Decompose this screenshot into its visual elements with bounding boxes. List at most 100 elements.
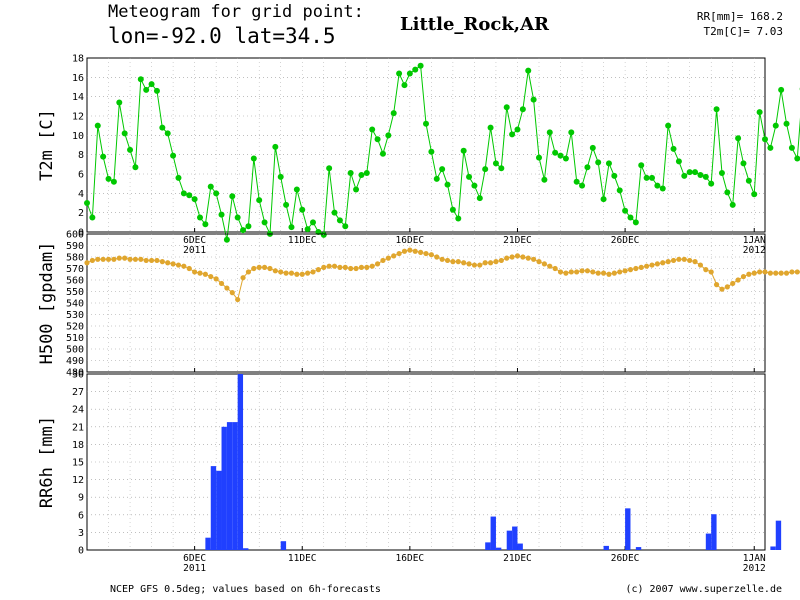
t2m-data-point <box>519 106 526 113</box>
t2m-data-point <box>718 170 725 177</box>
t2m-ytick-label: 2 <box>78 208 84 219</box>
t2m-data-point <box>638 162 645 169</box>
t2m-data-point <box>546 129 553 136</box>
h500-data-point <box>380 257 386 264</box>
xtick-label: 26DEC <box>611 235 640 246</box>
xtick-label: 11DEC <box>288 553 317 564</box>
rr6h-ytick-label: 0 <box>78 546 84 557</box>
rr6h-bar <box>770 546 776 550</box>
xtick-label: 26DEC <box>611 553 640 564</box>
t2m-data-point <box>735 135 742 142</box>
h500-ytick-label: 490 <box>66 356 84 367</box>
t2m-ytick-label: 0 <box>78 228 84 239</box>
t2m-data-point <box>622 207 629 214</box>
h500-data-point <box>229 290 235 296</box>
h500-data-point <box>644 263 650 269</box>
t2m-ytick-label: 8 <box>78 150 84 161</box>
h500-data-point <box>213 276 219 282</box>
t2m-data-point <box>293 186 300 193</box>
h500-data-point <box>181 263 187 269</box>
h500-data-point <box>703 267 709 273</box>
h500-ytick-label: 600 <box>66 230 84 241</box>
t2m-data-point <box>611 172 618 179</box>
t2m-data-point <box>762 136 768 143</box>
t2m-data-point <box>514 126 521 133</box>
h500-data-point <box>111 256 117 262</box>
t2m-data-point <box>379 150 386 157</box>
h500-data-point <box>165 260 171 266</box>
t2m-data-point <box>503 104 510 111</box>
t2m-data-point <box>428 148 435 155</box>
h500-data-point <box>240 275 246 281</box>
h500-data-point <box>288 270 295 276</box>
t2m-data-point <box>654 182 661 189</box>
rr6h-ytick-label: 9 <box>78 493 84 504</box>
rr6h-bar <box>506 530 513 550</box>
h500-ylabel: H500 [gpdam] <box>37 242 57 365</box>
h500-data-point <box>477 262 483 268</box>
t2m-data-point <box>153 87 160 94</box>
xtick-year-label: 2011 <box>183 245 206 256</box>
h500-data-point <box>283 270 289 276</box>
h500-data-point <box>746 271 752 277</box>
t2m-data-point <box>89 214 96 221</box>
h500-data-point <box>525 255 531 261</box>
h500-data-point <box>278 269 284 275</box>
h500-data-point <box>536 259 542 265</box>
h500-data-point <box>740 273 747 280</box>
h500-data-point <box>590 269 596 275</box>
t2m-data-point <box>353 186 360 193</box>
t2m-data-point <box>116 99 123 106</box>
t2m-data-point <box>234 214 241 221</box>
rr6h-ytick-label: 3 <box>78 528 84 539</box>
t2m-data-point <box>288 224 295 231</box>
t2m-data-point <box>245 223 252 230</box>
h500-ytick-label: 520 <box>66 322 84 333</box>
t2m-data-point <box>250 155 257 162</box>
title-line-1: Meteogram for grid point: <box>108 2 364 22</box>
rr6h-bar <box>226 422 233 550</box>
xtick-label: 21DEC <box>503 553 532 564</box>
t2m-data-point <box>202 221 209 228</box>
t2m-data-point <box>164 130 171 137</box>
t2m-data-point <box>466 173 473 180</box>
h500-data-point <box>412 248 418 254</box>
h500-data-point <box>633 265 639 272</box>
h500-data-point <box>326 263 332 269</box>
t2m-data-point <box>132 164 139 171</box>
xtick-label: 6DEC <box>183 235 206 246</box>
t2m-data-point <box>444 181 451 188</box>
t2m-data-point <box>745 177 752 184</box>
t2m-data-point <box>363 170 370 177</box>
h500-data-point <box>208 273 214 280</box>
t2m-data-point <box>433 175 440 182</box>
t2m-data-point <box>175 174 182 181</box>
h500-data-point <box>762 269 768 275</box>
h500-data-point <box>676 256 682 262</box>
t2m-data-point <box>213 190 220 197</box>
t2m-data-point <box>605 160 612 167</box>
t2m-data-point <box>595 159 602 166</box>
t2m-data-point <box>649 174 655 181</box>
t2m-data-point <box>498 165 505 172</box>
h500-data-point <box>170 261 176 267</box>
t2m-data-point <box>218 211 225 218</box>
h500-data-point <box>294 271 300 277</box>
t2m-data-point <box>148 81 155 88</box>
h500-data-point <box>143 257 149 264</box>
h500-data-point <box>385 255 391 261</box>
t2m-data-point <box>406 70 413 77</box>
h500-data-point <box>622 268 628 274</box>
h500-data-point <box>493 259 499 265</box>
t2m-data-point <box>681 172 688 179</box>
h500-data-point <box>401 248 408 254</box>
t2m-data-point <box>261 219 268 226</box>
t2m-data-point <box>197 214 203 221</box>
h500-ytick-label: 560 <box>66 276 84 287</box>
t2m-data-point <box>223 236 230 243</box>
h500-data-point <box>342 264 348 270</box>
title-line-2: lon=-92.0 lat=34.5 <box>108 24 336 48</box>
xtick-label: 21DEC <box>503 235 532 246</box>
t2m-data-point <box>277 173 284 180</box>
t2m-data-point <box>180 190 187 197</box>
